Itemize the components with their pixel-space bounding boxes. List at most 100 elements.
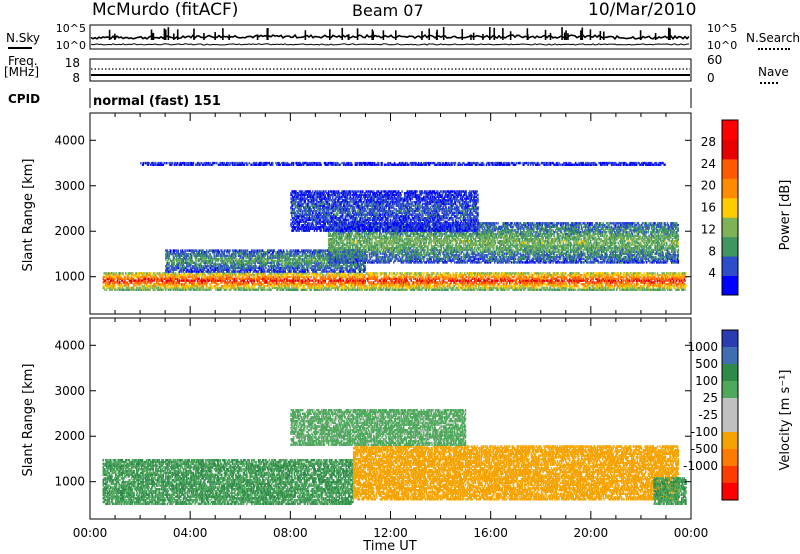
data-cell (442, 276, 443, 278)
nsearch-tick-bottom: 10^0 (707, 39, 737, 52)
data-cell (309, 279, 310, 281)
data-cell (104, 289, 105, 291)
data-cell (290, 279, 291, 281)
data-cell (510, 278, 511, 280)
freq-tick-bottom: 8 (72, 71, 80, 85)
data-cell (453, 289, 454, 291)
data-cell (498, 276, 499, 278)
data-cell (517, 283, 518, 285)
data-cell (406, 279, 407, 281)
data-cell (150, 272, 151, 274)
data-cell (409, 283, 410, 285)
nsky-tick-bottom: 10^0 (56, 39, 86, 52)
data-cell (366, 272, 367, 274)
data-cell (175, 272, 176, 274)
data-cell (117, 287, 118, 289)
data-cell (310, 279, 311, 281)
data-cell (397, 272, 398, 274)
data-cell (407, 272, 408, 274)
data-cell (264, 285, 265, 287)
power-heatmap (103, 162, 687, 291)
freq-tick-top: 18 (65, 56, 80, 70)
data-cell (128, 287, 129, 289)
nsky-trace (91, 27, 689, 45)
data-cell (256, 289, 257, 291)
data-cell (143, 272, 144, 274)
data-cell (389, 272, 390, 274)
data-cell (115, 281, 116, 283)
data-cell (315, 283, 316, 285)
data-cell (386, 272, 387, 274)
data-cell (240, 278, 241, 280)
radar-figure: 10^5 10^0 10^5 10^0 18 8 60 0 normal (fa… (0, 0, 800, 554)
data-cell (429, 274, 430, 276)
data-cell (417, 279, 418, 281)
data-cell (407, 276, 408, 278)
data-cell (115, 289, 116, 291)
data-cell (179, 283, 180, 285)
data-cell (512, 279, 513, 281)
nsky-line (91, 35, 689, 39)
data-cell (450, 274, 451, 276)
data-cell (489, 278, 490, 280)
data-cell (493, 272, 494, 274)
cpid-value: normal (fast) 151 (93, 94, 221, 109)
data-cell (527, 278, 528, 280)
data-cell (212, 287, 213, 289)
data-cell (469, 279, 470, 281)
data-cell (432, 281, 433, 283)
data-cell (249, 285, 250, 287)
data-cell (323, 274, 324, 276)
data-cell (411, 276, 412, 278)
data-cell (179, 279, 180, 281)
data-cell (466, 276, 467, 278)
data-cell (377, 276, 378, 278)
data-cell (155, 272, 156, 274)
data-cell (537, 289, 538, 291)
data-cell (501, 285, 502, 287)
data-cell (411, 272, 412, 274)
data-cell (386, 281, 387, 283)
data-cell (512, 272, 513, 274)
data-cell (491, 272, 492, 274)
data-cell (255, 283, 256, 285)
freq-panel (90, 59, 691, 81)
data-cell (157, 272, 158, 274)
data-cell (525, 272, 526, 274)
data-cell (421, 272, 422, 274)
data-cell (194, 289, 195, 291)
data-cell (265, 289, 266, 291)
data-cell (377, 272, 378, 274)
data-cell (119, 281, 120, 283)
data-cell (248, 281, 249, 283)
nsearch-tick-top: 10^5 (707, 22, 737, 35)
data-cell (123, 272, 124, 274)
data-cell (310, 283, 311, 285)
data-cell (241, 287, 242, 289)
nsearch-line (91, 44, 689, 45)
nsky-tick-top: 10^5 (56, 22, 86, 35)
data-cell (491, 276, 492, 278)
data-cell (122, 278, 123, 280)
data-cell (123, 289, 124, 291)
data-cell (414, 281, 415, 283)
data-cell (136, 272, 137, 274)
data-cell (529, 274, 530, 276)
nave-tick-bottom: 0 (707, 71, 715, 85)
data-cell (111, 272, 112, 274)
data-cell (125, 278, 126, 280)
data-cell (462, 272, 463, 274)
data-cell (142, 285, 143, 287)
data-cell (498, 272, 499, 274)
data-cell (487, 272, 488, 274)
data-cell (423, 272, 424, 274)
nave-tick-top: 60 (707, 53, 722, 67)
data-cell (492, 279, 493, 281)
data-cell (133, 289, 134, 291)
data-cell (436, 276, 437, 278)
data-cell (401, 272, 402, 274)
data-cell (309, 276, 310, 278)
data-cell (289, 276, 290, 278)
data-cell (391, 272, 392, 274)
data-cell (456, 272, 457, 274)
